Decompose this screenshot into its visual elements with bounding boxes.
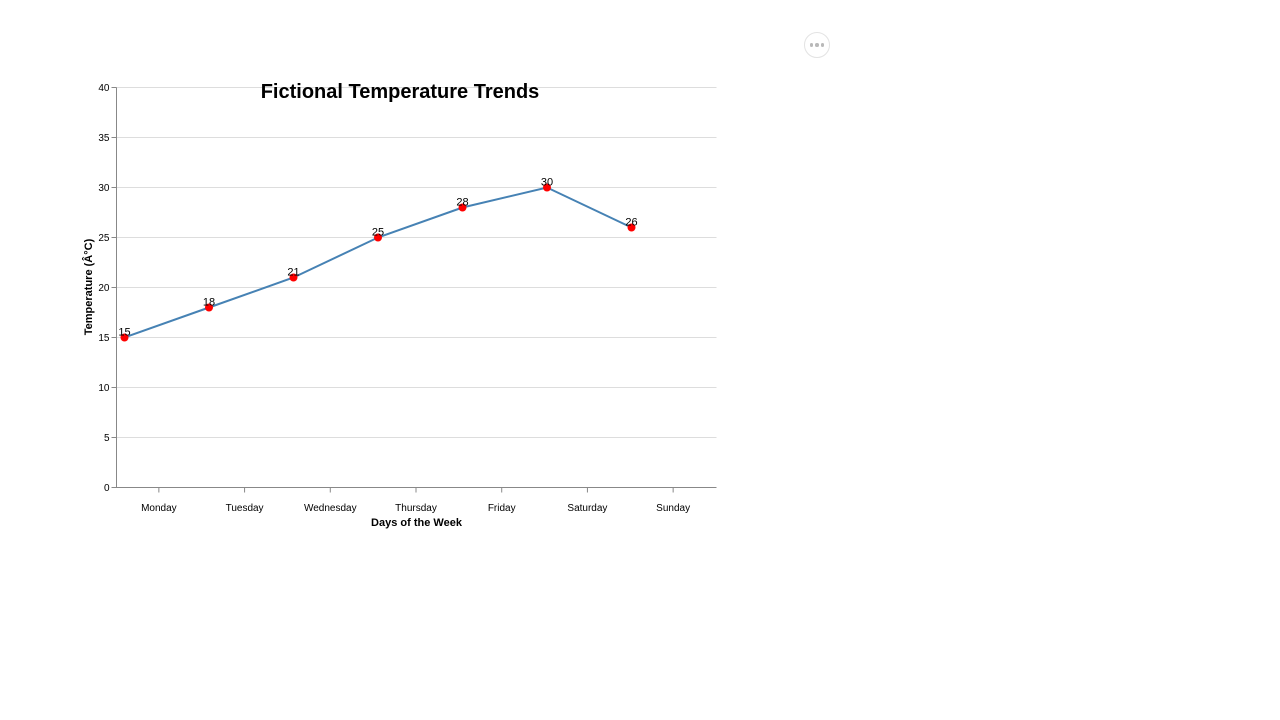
grid-lines: [116, 87, 717, 488]
data-point: [205, 303, 213, 312]
x-tick-label: Friday: [488, 503, 516, 514]
data-label: 15: [118, 327, 130, 339]
series-line: [124, 186, 632, 339]
data-point: [374, 233, 382, 242]
y-tick-label: 40: [98, 83, 110, 94]
series-line-group: [124, 186, 632, 339]
y-tick-label: 20: [98, 283, 110, 294]
data-label: 26: [625, 217, 637, 229]
x-tick-label: Thursday: [395, 503, 437, 514]
x-tick-label: Tuesday: [226, 503, 264, 514]
y-tick-label: 0: [104, 483, 110, 494]
data-point: [458, 203, 467, 212]
x-axis: Monday Tuesday Wednesday Thursday Friday Satu…: [116, 487, 717, 514]
more-actions-button[interactable]: [804, 32, 830, 58]
more-horizontal-icon: [809, 43, 814, 47]
data-label: 28: [456, 197, 468, 209]
more-horizontal-icon-dot: [820, 43, 825, 47]
y-tick-label: 25: [98, 233, 110, 244]
x-tick-label: Sunday: [656, 503, 690, 514]
y-tick-label: 5: [104, 433, 110, 444]
y-tick-label: 10: [98, 383, 110, 394]
x-tick-label: Wednesday: [304, 503, 357, 514]
data-point: [289, 273, 298, 282]
data-point: [627, 223, 636, 232]
data-label: 25: [372, 227, 384, 239]
y-tick-label: 30: [98, 183, 110, 194]
y-tick-label: 15: [98, 333, 110, 344]
data-point: [543, 183, 551, 192]
x-axis-title: Days of the Week: [371, 517, 463, 529]
y-axis-title: Temperature (Â°C): [82, 238, 95, 335]
more-horizontal-icon-dot: [815, 43, 819, 47]
chart-title: Fictional Temperature Trends: [261, 81, 540, 103]
y-axis: 0 5 10 15 20 25 30 35 40: [98, 83, 117, 494]
data-labels: 15 18 21 25 28 30 26: [118, 177, 637, 339]
data-label: 30: [541, 177, 553, 189]
x-tick-label: Saturday: [567, 503, 607, 514]
x-tick-label: Monday: [141, 503, 177, 514]
y-tick-label: 35: [98, 133, 110, 144]
data-label: 21: [287, 267, 299, 279]
data-points: [120, 183, 636, 342]
data-label: 18: [203, 297, 215, 309]
data-point: [120, 333, 129, 342]
